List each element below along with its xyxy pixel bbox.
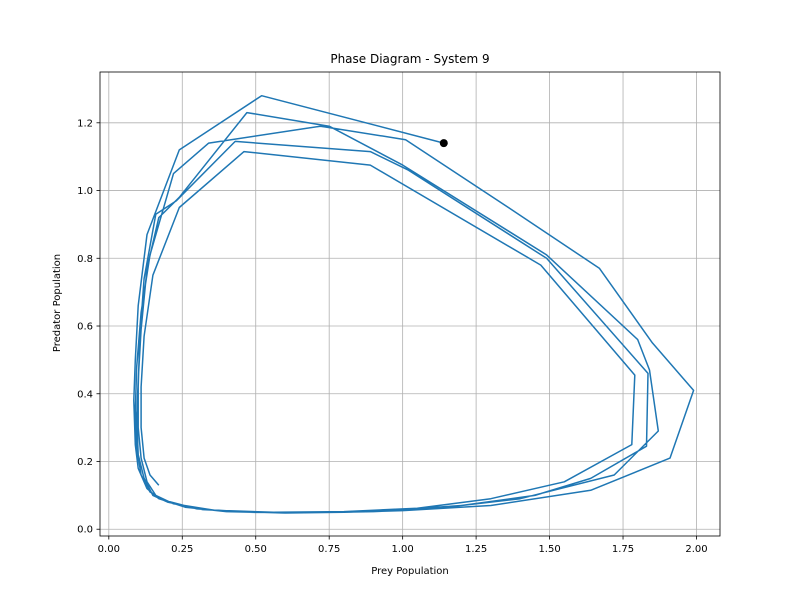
start-point-marker [439,139,448,148]
y-tick-label: 0.4 [77,389,93,400]
axes-frame [99,71,721,537]
x-tick-label: 0.50 [245,544,267,555]
x-tick-label: 0.75 [318,544,340,555]
x-tick-label: 1.75 [612,544,634,555]
trajectory-line [133,94,695,514]
y-tick-label: 1.0 [77,186,93,197]
x-tick-label: 1.25 [465,544,487,555]
plot-area [133,94,695,514]
x-tick-label: 2.00 [685,544,707,555]
x-axis-label: Prey Population [371,566,449,577]
x-tick-label: 0.00 [98,544,120,555]
x-tick-label: 0.25 [171,544,193,555]
grid [100,72,720,536]
x-axis: 0.00 0.25 0.50 0.75 1.00 1.25 1.50 1.75 2.00 [98,536,708,555]
y-tick-label: 0.2 [77,457,93,468]
x-tick-label: 1.00 [392,544,414,555]
y-tick-label: 0.0 [77,525,93,536]
y-axis: 0.0 0.2 0.4 0.6 0.8 1.0 1.2 [77,118,100,536]
y-tick-label: 1.2 [77,118,93,129]
y-tick-label: 0.8 [77,254,93,265]
x-tick-label: 1.50 [538,544,560,555]
y-tick-label: 0.6 [77,322,93,333]
chart-title: Phase Diagram - System 9 [330,52,489,66]
y-axis-label: Predator Population [52,254,63,352]
